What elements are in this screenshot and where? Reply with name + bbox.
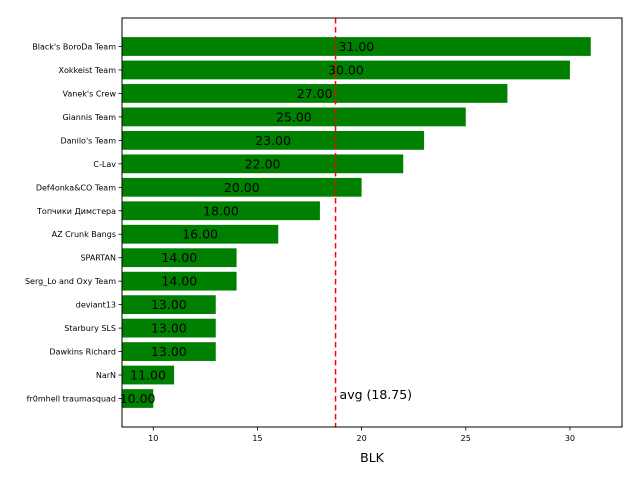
y-tick-label: Vanek's Crew bbox=[63, 89, 117, 98]
bar-value-label: 11.00 bbox=[130, 368, 166, 383]
x-axis: 10 15 20 25 30 bbox=[148, 427, 575, 443]
bar bbox=[122, 177, 362, 197]
y-tick-label: SPARTAN bbox=[80, 254, 116, 263]
x-tick-label: 30 bbox=[565, 434, 575, 443]
y-tick-label: Black's BoroDa Team bbox=[32, 43, 116, 52]
bar-value-label: 14.00 bbox=[161, 274, 197, 289]
average-label: avg (18.75) bbox=[340, 387, 413, 402]
x-tick-label: 15 bbox=[252, 434, 262, 443]
bars-group bbox=[122, 37, 591, 408]
y-tick-label: C-Lav bbox=[93, 160, 116, 169]
bar-value-label: 25.00 bbox=[276, 109, 312, 124]
bar bbox=[122, 342, 216, 361]
y-tick-label: Топчики Димстера bbox=[36, 207, 116, 216]
bar bbox=[122, 224, 279, 244]
bar bbox=[122, 154, 404, 174]
bar bbox=[122, 271, 237, 291]
y-tick-label: fr0mhell traumasquad bbox=[27, 395, 116, 404]
bar bbox=[122, 84, 508, 103]
bar-value-label: 13.00 bbox=[151, 344, 187, 359]
bar bbox=[122, 318, 216, 338]
x-axis-label: BLK bbox=[360, 450, 385, 465]
y-tick-label: Giannis Team bbox=[62, 113, 116, 122]
bar-value-label: 13.00 bbox=[151, 321, 187, 336]
x-tick-label: 10 bbox=[148, 434, 158, 443]
y-tick-label: Danilo's Team bbox=[60, 136, 116, 145]
bar bbox=[122, 130, 425, 150]
bar-value-label: 20.00 bbox=[224, 180, 260, 195]
bar bbox=[122, 248, 237, 268]
bar-value-label: 27.00 bbox=[297, 86, 333, 101]
plot-frame bbox=[121, 17, 623, 428]
y-tick-label: Dawkins Richard bbox=[49, 348, 116, 357]
y-tick-label: AZ Crunk Bangs bbox=[52, 230, 116, 239]
bar-value-label: 22.00 bbox=[245, 156, 281, 171]
bar bbox=[122, 201, 320, 221]
bar bbox=[122, 365, 175, 385]
y-axis: Black's BoroDa Team Xokkeist Team Vanek's … bbox=[25, 43, 122, 404]
y-tick-label: Xokkeist Team bbox=[59, 66, 117, 75]
y-tick-label: Serg_Lo and Oxy Team bbox=[25, 277, 116, 286]
bar bbox=[122, 37, 591, 56]
bar bbox=[122, 295, 216, 315]
bar-value-label: 16.00 bbox=[182, 227, 218, 242]
bar bbox=[122, 60, 570, 80]
x-tick-label: 20 bbox=[356, 434, 366, 443]
bar-value-label: 10.00 bbox=[120, 391, 156, 406]
bar bbox=[122, 389, 154, 408]
bar-value-label: 13.00 bbox=[151, 297, 187, 312]
bar-value-label: 30.00 bbox=[328, 62, 364, 77]
bar-value-label: 18.00 bbox=[203, 203, 239, 218]
value-labels-group: 31.00 30.00 27.00 25.00 23.00 22.00 20.00 18.00… bbox=[120, 39, 375, 406]
y-tick-label: Def4onka&CO Team bbox=[36, 183, 116, 192]
bar-value-label: 31.00 bbox=[338, 39, 374, 54]
bar-value-label: 23.00 bbox=[255, 133, 291, 148]
y-tick-label: NarN bbox=[96, 371, 116, 380]
y-tick-label: Starbury SLS bbox=[64, 324, 116, 333]
y-tick-label: deviant13 bbox=[76, 301, 116, 310]
bar bbox=[122, 107, 466, 127]
x-tick-label: 25 bbox=[461, 434, 471, 443]
bar-value-label: 14.00 bbox=[161, 250, 197, 265]
